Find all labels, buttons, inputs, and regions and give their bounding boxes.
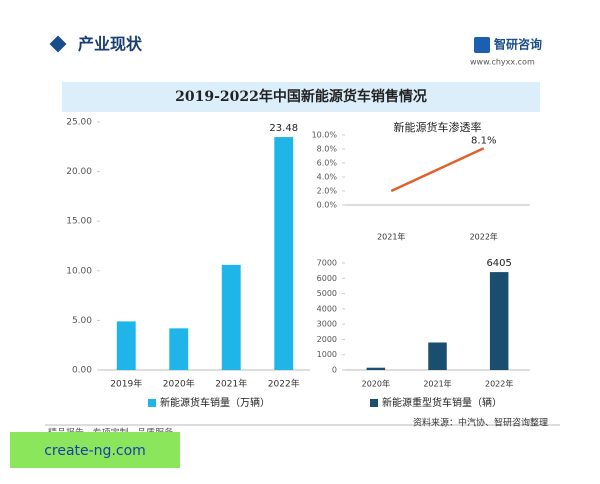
bar <box>489 272 509 370</box>
brand-name: 智研咨询 <box>493 37 542 52</box>
brand-url: www.chyxx.com <box>470 58 535 67</box>
legend-swatch <box>148 399 156 407</box>
y-tick-label: 8.0% <box>317 145 338 154</box>
y-tick-label: 6.0% <box>317 159 338 168</box>
title-band <box>62 82 540 112</box>
bar <box>221 264 241 370</box>
source-note: 资料来源：中汽协、智研咨询整理 <box>413 417 548 429</box>
y-tick-label: 0.00 <box>72 366 92 376</box>
data-label: 6405 <box>486 258 511 269</box>
line <box>390 147 485 193</box>
y-tick-label: 10.00 <box>66 266 92 276</box>
x-tick-label: 2021年 <box>377 232 405 242</box>
y-tick-label: 4.0% <box>317 173 338 182</box>
bar <box>366 367 386 370</box>
header-icon <box>49 35 67 53</box>
y-tick-label: 10.0% <box>312 131 338 140</box>
section-title: 产业现状 <box>78 35 143 54</box>
legend-label: 新能源货车销量（万辆） <box>160 396 270 409</box>
y-tick-label: 0.0% <box>317 201 338 210</box>
x-tick-label: 2021年 <box>423 379 451 389</box>
x-tick-label: 2022年 <box>470 232 498 242</box>
y-tick-label: 0 <box>332 366 337 375</box>
y-tick-label: 2000 <box>317 335 337 344</box>
watermark-box <box>10 432 180 468</box>
legend-swatch <box>370 399 378 407</box>
y-tick-label: 1000 <box>317 350 337 359</box>
y-tick-label: 5000 <box>317 289 337 298</box>
bar <box>428 342 447 370</box>
bar <box>169 328 189 370</box>
y-tick-label: 25.00 <box>66 118 92 128</box>
x-tick-label: 2020年 <box>163 378 195 390</box>
x-tick-label: 2022年 <box>485 379 513 389</box>
y-tick-label: 20.00 <box>66 167 92 177</box>
y-tick-label: 7000 <box>317 259 337 268</box>
bar <box>116 321 136 370</box>
y-tick-label: 6000 <box>317 274 337 283</box>
y-tick-label: 5.00 <box>72 316 92 326</box>
x-tick-label: 2022年 <box>268 378 300 390</box>
watermark: create-ng.com <box>44 443 146 459</box>
legend-label: 新能源重型货车销量（辆） <box>382 396 502 409</box>
subchart-title: 新能源货车渗透率 <box>394 120 482 134</box>
x-tick-label: 2021年 <box>215 378 247 390</box>
data-label: 8.1% <box>471 135 496 146</box>
brand-logo <box>474 37 490 53</box>
x-tick-label: 2020年 <box>362 379 390 389</box>
bar <box>274 137 294 370</box>
x-tick-label: 2019年 <box>110 378 142 390</box>
chart-title: 2019-2022年中国新能源货车销售情况 <box>175 88 427 105</box>
y-tick-label: 15.00 <box>66 217 92 227</box>
data-label: 23.48 <box>269 123 298 134</box>
y-tick-label: 4000 <box>317 304 337 313</box>
y-tick-label: 2.0% <box>317 187 338 196</box>
y-tick-label: 3000 <box>317 320 337 329</box>
